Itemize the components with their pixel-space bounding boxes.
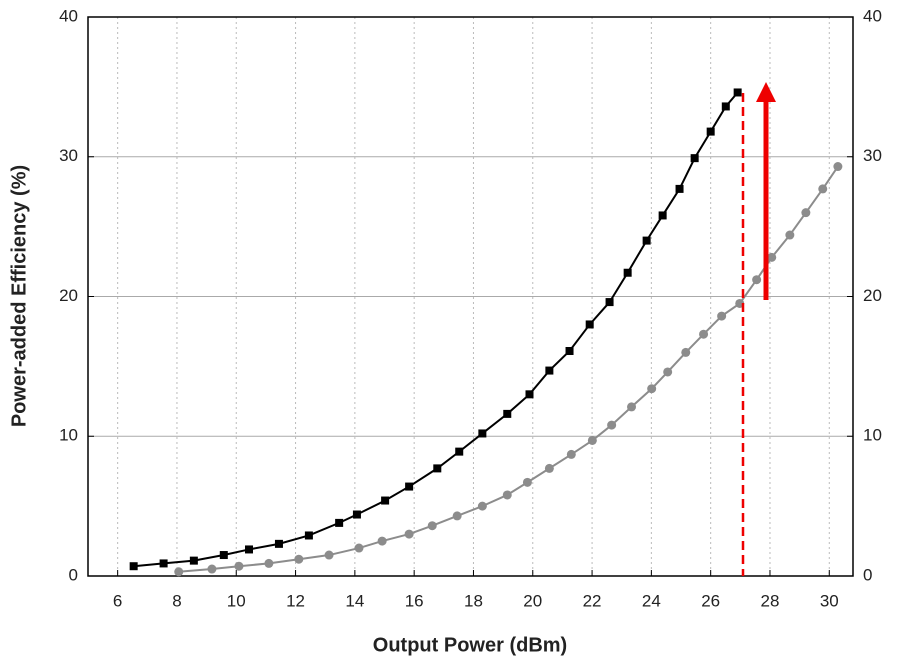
point <box>352 510 361 519</box>
point <box>502 490 512 500</box>
point <box>801 208 811 218</box>
plot-frame <box>87 16 854 577</box>
x-tick-label: 28 <box>761 591 780 610</box>
point <box>219 551 228 560</box>
x-tick-label: 14 <box>345 591 364 610</box>
y-tick-label: 20 <box>59 286 78 305</box>
point <box>785 230 795 240</box>
point <box>478 429 487 438</box>
point <box>607 420 617 430</box>
series-line <box>133 91 739 568</box>
x-tick-label: 18 <box>464 591 483 610</box>
x-axis-label: Output Power (dBm) <box>373 634 567 656</box>
point <box>274 539 283 548</box>
y2-tick-label: 10 <box>863 426 882 445</box>
point <box>647 384 657 394</box>
x-tick-label: 22 <box>583 591 602 610</box>
series-line <box>178 165 839 573</box>
point <box>234 561 244 571</box>
point <box>324 550 334 560</box>
x-tick-label: 12 <box>286 591 305 610</box>
point <box>174 567 184 577</box>
point <box>427 521 437 531</box>
point <box>405 482 414 491</box>
x-tick-label: 24 <box>642 591 661 610</box>
point <box>455 447 464 456</box>
point <box>159 559 168 568</box>
point <box>566 449 576 459</box>
y2-tick-label: 40 <box>863 6 882 25</box>
point <box>354 543 364 553</box>
point <box>207 564 217 574</box>
y-tick-label: 40 <box>59 6 78 25</box>
y2-tick-label: 20 <box>863 286 882 305</box>
x-tick-label: 10 <box>227 591 246 610</box>
annotation-arrow-head <box>756 82 776 102</box>
point <box>699 329 709 339</box>
point <box>767 252 777 262</box>
point <box>818 184 828 194</box>
point <box>833 162 843 172</box>
point <box>721 102 730 111</box>
point <box>304 531 313 540</box>
point <box>525 390 534 399</box>
y-tick-label: 10 <box>59 426 78 445</box>
point <box>477 501 487 511</box>
x-tick-label: 8 <box>172 591 181 610</box>
point <box>433 464 442 473</box>
point <box>377 536 387 546</box>
point <box>404 529 414 539</box>
point <box>627 402 637 412</box>
y2-tick-label: 0 <box>863 565 872 584</box>
point <box>623 268 632 277</box>
point <box>565 347 574 356</box>
point <box>585 320 594 329</box>
point <box>503 409 512 418</box>
point <box>129 562 138 571</box>
point <box>522 477 532 487</box>
x-tick-label: 6 <box>113 591 122 610</box>
point <box>264 558 274 568</box>
point <box>587 435 597 445</box>
point <box>294 554 304 564</box>
point <box>245 545 254 554</box>
y-axis-label: Power-added Efficiency (%) <box>8 165 30 427</box>
point <box>681 347 691 357</box>
point <box>605 298 614 307</box>
point <box>733 88 742 97</box>
point <box>690 154 699 163</box>
x-tick-label: 16 <box>405 591 424 610</box>
point <box>335 518 344 527</box>
point <box>717 311 727 321</box>
point <box>663 367 673 377</box>
point <box>706 127 715 136</box>
x-tick-label: 20 <box>523 591 542 610</box>
point <box>642 236 651 245</box>
point <box>189 556 198 565</box>
point <box>452 511 462 521</box>
point <box>675 184 684 193</box>
x-tick-label: 30 <box>820 591 839 610</box>
point <box>544 463 554 473</box>
y-tick-label: 30 <box>59 146 78 165</box>
y-tick-label: 0 <box>69 565 78 584</box>
x-tick-label: 26 <box>701 591 720 610</box>
y2-tick-label: 30 <box>863 146 882 165</box>
point <box>545 366 554 375</box>
point <box>381 496 390 505</box>
point <box>752 275 762 285</box>
point <box>658 211 667 220</box>
